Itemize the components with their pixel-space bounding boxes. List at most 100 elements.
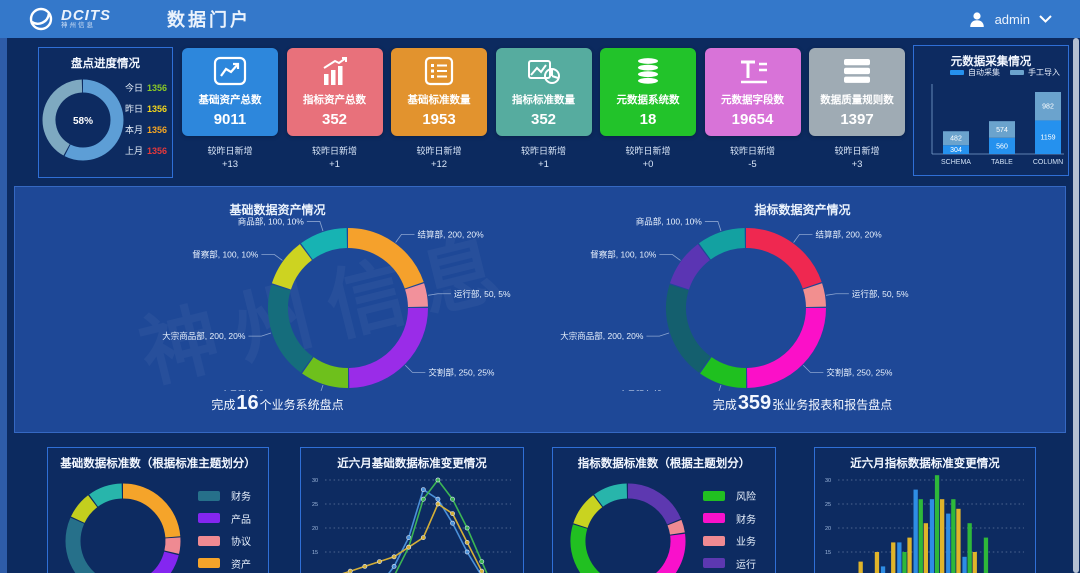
database-icon [633,56,663,86]
svg-text:商品部, 100, 10%: 商品部, 100, 10% [636,216,703,226]
kpi-card: 基础资产总数 9011 较昨日新增 +13 [182,48,278,170]
chart-image-icon [527,56,561,86]
panel-title: 盘点进度情况 [71,58,140,70]
kpi-card-row: 基础资产总数 9011 较昨日新增 +13 指标资产总数 352 较昨日新增 +1 基础标准数量… [182,48,912,173]
kpi-card-box[interactable]: 指标标准数量 352 [495,48,592,136]
svg-text:大宗商品部, 200, 20%: 大宗商品部, 200, 20% [560,331,644,341]
stat-row: 本月 1356 [125,123,167,136]
legend-label: 风险 [736,492,756,503]
kpi-delta-label: 较昨日新增 [207,146,253,156]
legend-item: 运行 [703,556,756,571]
page-edge-strip [0,38,7,573]
kpi-card-box[interactable]: 数据质量规则数 1397 [809,48,905,136]
trend-line-icon [213,56,247,86]
kpi-delta-value: -5 [748,159,757,170]
stat-label: 昨日 [125,104,144,114]
svg-text:982: 982 [1042,104,1054,111]
base-asset-title: 基础数据资产情况 [229,203,326,217]
indicator-standard-panel: 指标数据标准数（根据主题划分） 风险财务业务运行信息 [552,447,776,573]
brand-logo[interactable]: DCITS 神州信息 [28,6,111,32]
kpi-value: 18 [639,111,657,128]
kpi-card-box[interactable]: 元数据字段数 19654 [704,48,801,136]
kpi-delta-label: 较昨日新增 [311,146,357,156]
base-standard-donut-chart [65,483,181,573]
text-format-icon [737,56,769,86]
metadata-stacked-bar-chart: 304 482 SCHEMA 560 574 TABLE 1159 982 COLUMN [931,84,1064,166]
kpi-card-box[interactable]: 基础资产总数 9011 [182,48,278,136]
svg-text:商品部, 100, 10%: 商品部, 100, 10% [238,216,305,226]
kpi-value: 352 [530,111,557,128]
stat-label: 今日 [125,83,144,93]
metadata-collection-panel: 元数据采集情况 自动采集 手工导入 304 482 SCHEMA 560 574 TABLE… [913,45,1069,176]
svg-text:督察部, 100, 10%: 督察部, 100, 10% [590,250,657,260]
kpi-card: 指标标准数量 352 较昨日新增 +1 [495,48,592,170]
svg-text:交割部, 250, 25%: 交割部, 250, 25% [428,367,495,377]
kpi-card: 基础标准数量 1953 较昨日新增 +12 [391,48,487,170]
kpi-delta-value: +12 [430,159,448,170]
indicator-asset-donut-chart: 结算部, 200, 20% 运行部, 50, 5% 交割部, 250, 25% 会员服… [560,216,909,391]
svg-text:15: 15 [825,550,831,556]
svg-text:会员服务部, 100, 10%: 会员服务部, 100, 10% [221,390,305,391]
stat-value: 1356 [147,82,168,93]
legend-label: 产品 [231,514,251,526]
legend-item: 手工导入 [1010,67,1060,78]
inventory-progress-panel: 盘点进度情况 58% 今日 1356 昨日 1356 本月 1356 上月 1356 [38,47,173,178]
brand-subtitle: 神州信息 [61,22,95,30]
stat-row: 今日 1356 [125,81,167,94]
kpi-delta-value: +3 [851,159,863,170]
kpi-value: 352 [321,111,348,128]
kpi-card-box[interactable]: 元数据系统数 18 [600,48,696,136]
legend-item: 协议 [198,533,251,548]
legend-swatch [703,558,725,568]
kpi-card-box[interactable]: 基础标准数量 1953 [391,48,487,136]
indicator-asset-summary: 完成359张业务报表和报告盘点 [712,392,893,414]
kpi-delta-value: +13 [221,159,239,170]
stat-value: 1356 [147,124,168,135]
vertical-scrollbar[interactable] [1073,38,1079,573]
indicator-standard-donut-chart [570,483,686,573]
bar-growth-icon [318,56,352,86]
kpi-label: 元数据系统数 [616,94,680,106]
svg-text:482: 482 [950,136,962,143]
kpi-label: 元数据字段数 [721,94,784,106]
base-changes-line-chart: 30252015105 [312,477,511,573]
svg-text:SCHEMA: SCHEMA [941,159,971,166]
kpi-delta-label: 较昨日新增 [729,146,775,156]
kpi-card: 元数据系统数 18 较昨日新增 +0 [600,48,696,170]
kpi-label: 基础标准数量 [407,94,471,106]
svg-text:560: 560 [996,143,1008,150]
kpi-card-box[interactable]: 指标资产总数 352 [286,48,383,136]
legend-label: 手工导入 [1028,68,1060,77]
legend-label: 协议 [231,537,251,548]
legend-label: 财务 [736,514,756,526]
svg-text:15: 15 [312,550,318,556]
base-standard-legend: 财务产品协议资产员工 [198,488,251,573]
page-title: 数据门户 [167,10,251,30]
svg-text:30: 30 [825,478,831,484]
app-header: DCITS 神州信息 数据门户 admin [0,0,1080,38]
legend-swatch [703,535,725,546]
svg-text:304: 304 [950,147,962,154]
stat-label: 本月 [125,125,144,135]
legend-item: 风险 [703,488,756,503]
svg-text:大宗商品部, 200, 20%: 大宗商品部, 200, 20% [162,331,246,341]
kpi-label: 指标标准数量 [512,94,575,106]
svg-text:运行部, 50, 5%: 运行部, 50, 5% [852,289,909,299]
user-name: admin [994,11,1030,27]
legend-label: 资产 [231,559,251,571]
svg-text:TABLE: TABLE [991,159,1013,166]
kpi-label: 数据质量规则数 [820,94,894,106]
kpi-delta-value: +0 [642,159,654,170]
server-icon [841,56,873,86]
legend-label: 业务 [736,537,756,548]
user-menu[interactable]: admin [968,0,1052,38]
kpi-value: 9011 [213,111,247,128]
kpi-delta-value: +1 [329,159,340,170]
base-asset-donut-chart: 结算部, 200, 20% 运行部, 50, 5% 交割部, 250, 25% 会员服… [162,216,511,391]
kpi-card: 元数据字段数 19654 较昨日新增 -5 [704,48,801,170]
kpi-delta-label: 较昨日新增 [416,146,462,156]
legend-item: 财务 [198,488,251,503]
dcits-logo-icon [29,7,53,31]
kpi-delta-label: 较昨日新增 [625,146,671,156]
